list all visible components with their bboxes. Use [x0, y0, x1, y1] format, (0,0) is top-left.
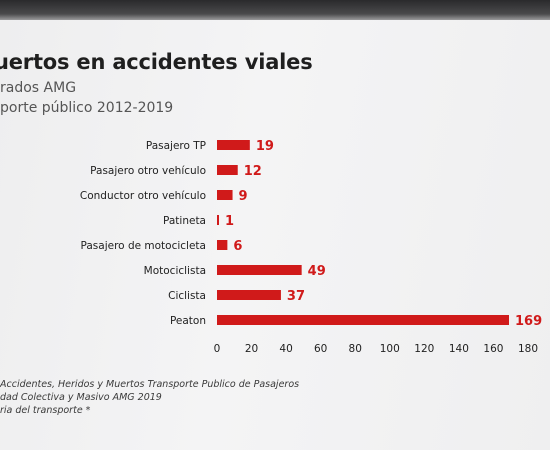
data-label: 1	[225, 214, 234, 229]
category-label: Peaton	[170, 315, 206, 327]
bar-pasajero-de-motocicleta	[217, 240, 228, 250]
category-label: Pasajero otro vehículo	[90, 165, 206, 177]
footnote-line1: Accidentes, Heridos y Muertos Transporte…	[0, 379, 300, 390]
x-tick-label: 120	[414, 343, 434, 355]
data-label: 9	[239, 189, 248, 204]
data-label: 37	[287, 289, 305, 304]
bar-ciclista	[217, 290, 281, 300]
bar-pasajero-otro-veh-culo	[217, 165, 238, 175]
data-label: 12	[244, 164, 262, 179]
x-tick-label: 160	[483, 343, 503, 355]
x-tick-label: 180	[518, 343, 538, 355]
footnote-line3: ria del transporte *	[0, 405, 91, 416]
data-label: 49	[308, 264, 326, 279]
bar-pasajero-tp	[217, 140, 250, 150]
chart-subtitle-line2: porte público 2012-2019	[0, 100, 174, 116]
x-tick-label: 100	[380, 343, 400, 355]
category-label: Ciclista	[168, 290, 206, 302]
bar-conductor-otro-veh-culo	[217, 190, 233, 200]
footnote-line2: dad Colectiva y Masivo AMG 2019	[0, 392, 162, 403]
x-tick-label: 140	[449, 343, 469, 355]
data-label: 169	[515, 314, 542, 329]
bar-peaton	[217, 315, 509, 325]
chart-subtitle-line1: rados AMG	[0, 80, 77, 96]
chart-title: uertos en accidentes viales	[0, 50, 313, 74]
category-label: Conductor otro vehículo	[80, 190, 206, 202]
bar-motociclista	[217, 265, 302, 275]
category-label: Pasajero de motocicleta	[81, 240, 206, 252]
category-label: Patineta	[163, 215, 206, 227]
x-tick-label: 20	[245, 343, 258, 355]
bar-patineta	[217, 215, 219, 225]
x-tick-label: 60	[314, 343, 327, 355]
category-label: Motociclista	[144, 265, 206, 277]
category-label: Pasajero TP	[146, 140, 206, 152]
x-tick-label: 40	[279, 343, 292, 355]
x-tick-label: 80	[349, 343, 362, 355]
top-dark-band	[0, 0, 550, 20]
data-label: 6	[233, 239, 242, 254]
x-tick-label: 0	[214, 343, 221, 355]
data-label: 19	[256, 139, 274, 154]
